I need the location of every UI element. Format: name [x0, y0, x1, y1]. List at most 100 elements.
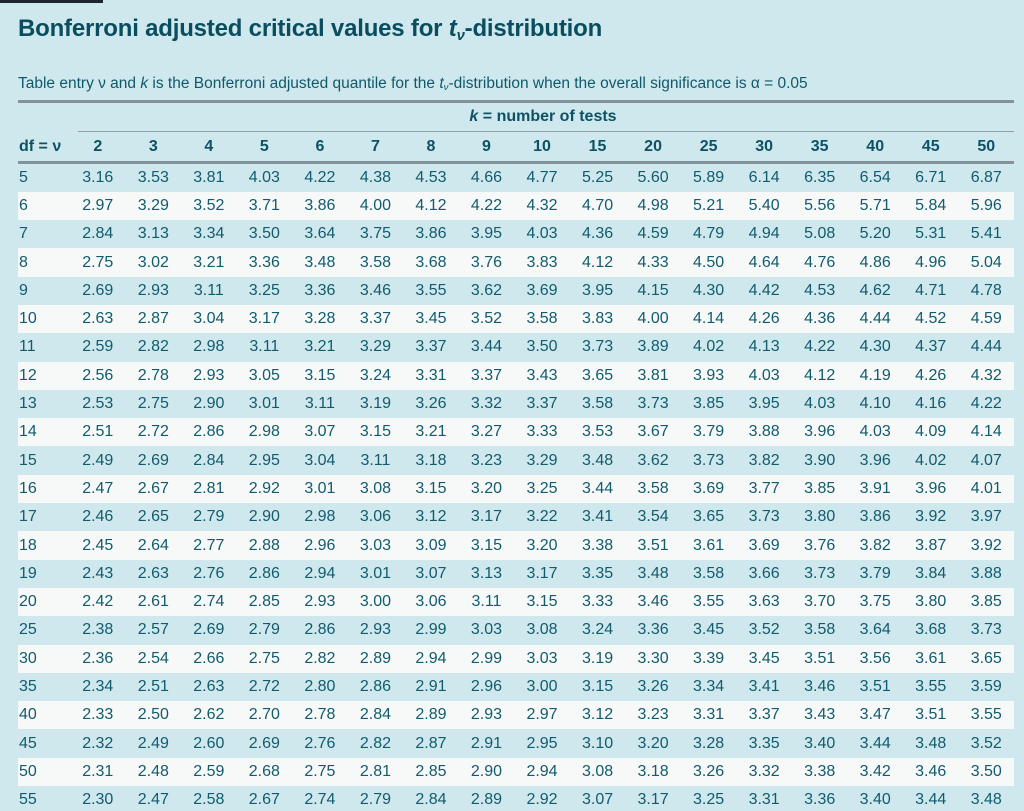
critical-value-cell: 3.44: [859, 734, 891, 752]
critical-value-cell: 2.36: [82, 649, 114, 667]
critical-value-cell: 3.35: [581, 564, 614, 582]
critical-value-cell: 4.01: [970, 479, 1002, 497]
critical-value-cell: 3.76: [804, 536, 836, 554]
critical-value-cell: 3.07: [415, 564, 447, 582]
critical-value-cell: 4.52: [915, 310, 947, 328]
critical-value-cell: 3.21: [415, 423, 447, 441]
critical-value-cell: 3.69: [693, 479, 725, 497]
critical-value-cell: 3.29: [137, 196, 169, 214]
critical-value-cell: 2.56: [82, 366, 114, 384]
critical-value-cell: 3.86: [415, 225, 447, 243]
critical-value-cell: 3.37: [415, 338, 447, 356]
critical-value-cell: 3.51: [915, 706, 947, 724]
critical-value-cell: 3.80: [915, 593, 947, 611]
k-column-header: 35: [810, 137, 829, 155]
critical-value-cell: 4.03: [248, 168, 280, 186]
critical-value-cell: 4.50: [693, 253, 725, 271]
critical-value-cell: 2.42: [82, 593, 114, 611]
critical-value-cell: 2.79: [359, 791, 391, 809]
critical-value-cell: 2.84: [82, 225, 114, 243]
table-row: 11 2.59 2.82 2.98 3.11 3.21 3.29 3.37 3.44 3.50 3.…: [18, 333, 1014, 361]
critical-value-cell: 3.95: [581, 281, 614, 299]
critical-value-cell: 4.30: [859, 338, 891, 356]
critical-value-cell: 3.81: [637, 366, 669, 384]
row-df-label: 11: [19, 338, 36, 356]
critical-value-cell: 4.03: [748, 366, 780, 384]
critical-value-cell: 3.85: [804, 479, 836, 497]
critical-value-cell: 3.58: [693, 564, 725, 582]
critical-value-cell: 3.32: [748, 762, 780, 780]
table-row: 30 2.36 2.54 2.66 2.75 2.82 2.89 2.94 2.99 3.03 3.…: [18, 644, 1014, 673]
critical-value-cell: 3.48: [304, 253, 336, 271]
critical-value-cell: 4.00: [637, 310, 669, 328]
critical-value-cell: 3.75: [859, 593, 891, 611]
critical-value-cell: 3.08: [581, 762, 614, 780]
row-df-label: 9: [19, 281, 28, 299]
critical-value-cell: 2.61: [137, 593, 169, 611]
critical-value-cell: 3.58: [581, 395, 614, 413]
critical-value-cell: 2.51: [137, 677, 169, 695]
critical-value-cell: 4.33: [637, 253, 669, 271]
critical-value-cell: 3.11: [471, 593, 502, 611]
critical-value-cell: 3.38: [804, 762, 836, 780]
critical-value-cell: 3.38: [581, 536, 614, 554]
critical-value-cell: 3.44: [915, 791, 947, 809]
critical-value-cell: 2.65: [137, 508, 169, 526]
critical-value-cell: 4.30: [693, 281, 725, 299]
critical-value-cell: 3.37: [748, 706, 780, 724]
critical-value-cell: 3.50: [970, 762, 1002, 780]
critical-value-cell: 3.55: [693, 593, 725, 611]
k-column-header: 45: [921, 137, 940, 155]
critical-value-cell: 3.12: [415, 508, 447, 526]
critical-value-cell: 2.79: [193, 508, 225, 526]
critical-value-cell: 3.29: [526, 451, 558, 469]
critical-value-cell: 3.46: [637, 593, 669, 611]
critical-value-cell: 3.25: [693, 791, 725, 809]
critical-value-cell: 3.82: [748, 451, 780, 469]
critical-value-cell: 4.00: [359, 196, 391, 214]
critical-value-cell: 4.32: [970, 366, 1002, 384]
row-df-label: 7: [19, 225, 28, 243]
critical-value-cell: 2.91: [415, 677, 447, 695]
critical-value-cell: 3.79: [859, 564, 891, 582]
critical-value-cell: 6.35: [804, 168, 836, 186]
critical-value-cell: 3.48: [915, 734, 947, 752]
row-df-label: 20: [19, 593, 37, 611]
critical-value-cell: 2.82: [137, 338, 169, 356]
critical-value-cell: 3.90: [804, 451, 836, 469]
critical-value-cell: 3.93: [693, 366, 725, 384]
critical-value-cell: 3.50: [248, 225, 280, 243]
critical-value-cell: 3.30: [637, 649, 669, 667]
critical-value-cell: 3.22: [526, 508, 558, 526]
critical-value-cell: 3.48: [581, 451, 614, 469]
critical-value-cell: 4.15: [637, 281, 669, 299]
critical-value-cell: 2.86: [193, 423, 225, 441]
critical-value-cell: 3.52: [970, 734, 1002, 752]
critical-value-cell: 3.69: [526, 281, 558, 299]
critical-value-cell: 2.90: [470, 762, 503, 780]
critical-value-cell: 2.94: [526, 762, 558, 780]
critical-value-cell: 3.15: [470, 536, 503, 554]
critical-value-cell: 3.03: [470, 621, 503, 639]
critical-value-cell: 2.30: [82, 791, 114, 809]
critical-value-cell: 2.86: [359, 677, 391, 695]
critical-value-cell: 2.49: [82, 451, 114, 469]
critical-value-cell: 4.44: [859, 310, 891, 328]
critical-value-cell: 2.87: [415, 734, 447, 752]
k-column-header: 30: [755, 137, 774, 155]
critical-value-cell: 3.08: [359, 479, 391, 497]
table-row: 14 2.51 2.72 2.86 2.98 3.07 3.15 3.21 3.27 3.33 3.…: [18, 418, 1014, 447]
critical-value-cell: 3.82: [859, 536, 891, 554]
critical-value-cell: 3.88: [748, 423, 780, 441]
critical-value-cell: 5.96: [970, 196, 1002, 214]
critical-value-cell: 3.26: [415, 395, 447, 413]
critical-value-cell: 3.31: [748, 791, 780, 809]
critical-value-cell: 2.75: [304, 762, 336, 780]
critical-value-cell: 2.54: [137, 649, 169, 667]
critical-value-cell: 3.43: [526, 366, 558, 384]
critical-value-cell: 3.48: [637, 564, 669, 582]
critical-value-cell: 3.27: [470, 423, 503, 441]
critical-value-cell: 3.45: [748, 649, 780, 667]
critical-value-cell: 3.28: [304, 310, 336, 328]
critical-value-cell: 4.36: [581, 225, 614, 243]
